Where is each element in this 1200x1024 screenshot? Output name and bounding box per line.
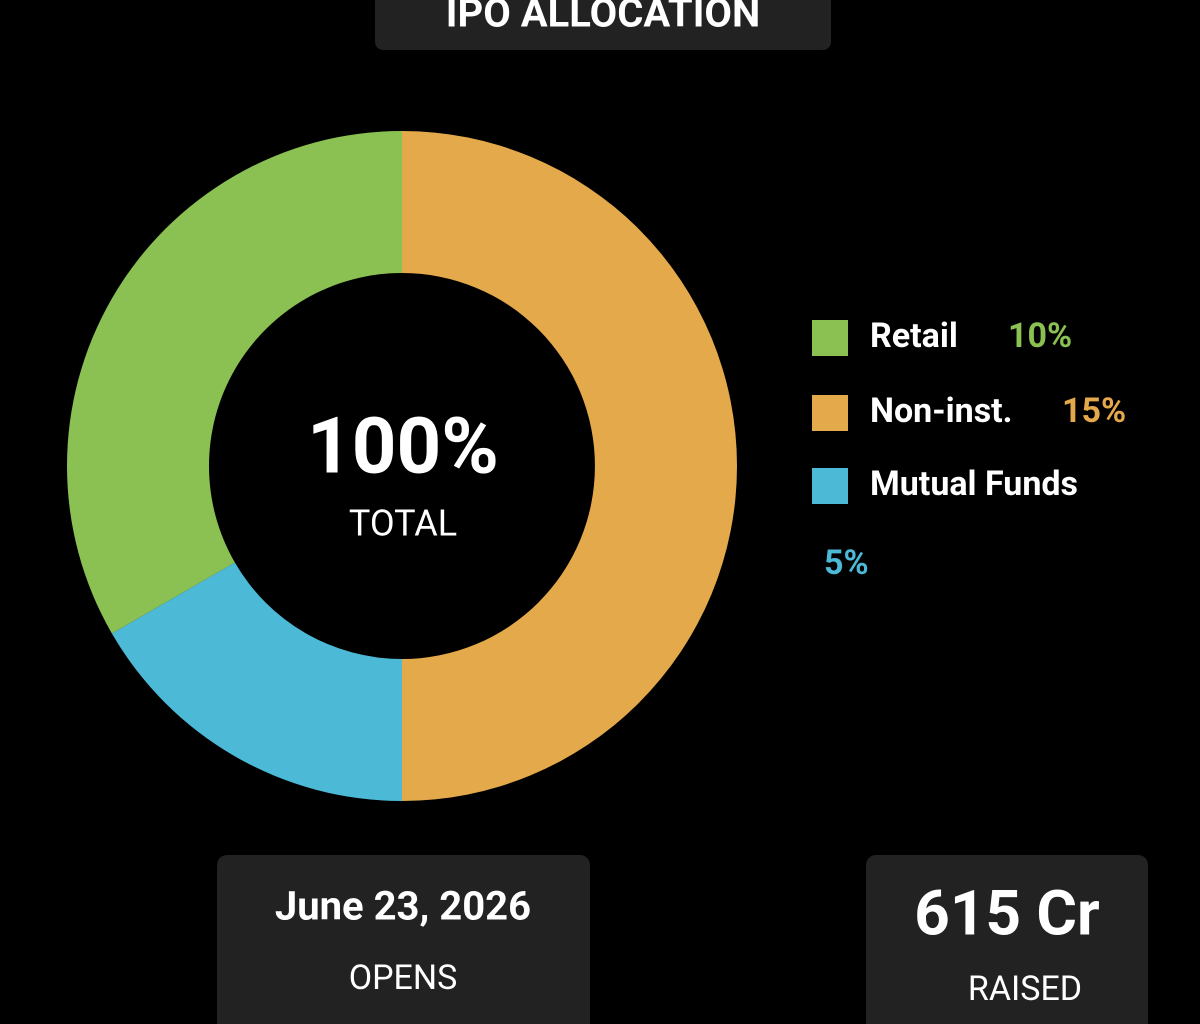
card <box>866 855 1148 1024</box>
card-value: 615 Cr <box>914 877 1099 950</box>
card-label: OPENS <box>349 958 458 998</box>
slice <box>111 562 402 801</box>
slice <box>67 131 402 634</box>
legend-swatch <box>812 320 848 356</box>
slice <box>402 131 737 801</box>
legend-value: 10% <box>1008 316 1072 356</box>
legend-swatch <box>812 395 848 431</box>
title: IPO ALLOCATION <box>446 0 760 37</box>
title-box <box>375 0 831 50</box>
donut <box>67 131 737 801</box>
card-value: June 23, 2026 <box>275 883 531 930</box>
card <box>217 855 590 1024</box>
legend-label: Non-inst. <box>870 391 1013 431</box>
legend-label: Mutual Funds <box>870 464 1078 504</box>
center-value: 100% <box>307 402 499 493</box>
card-label: RAISED <box>968 969 1082 1009</box>
center-label: TOTAL <box>349 503 457 545</box>
legend-value: 15% <box>1062 391 1126 431</box>
legend-swatch <box>812 468 848 504</box>
legend-value: 5% <box>824 543 869 583</box>
legend-label: Retail <box>870 316 958 356</box>
